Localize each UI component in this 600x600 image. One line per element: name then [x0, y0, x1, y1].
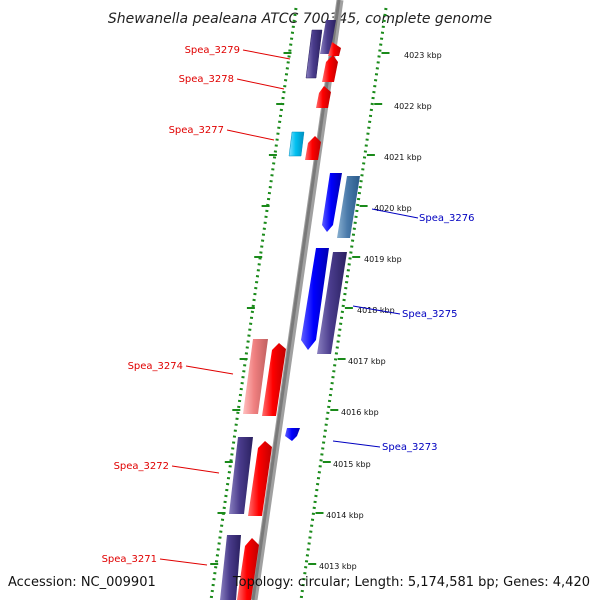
inner-tick-ring — [209, 7, 298, 600]
gene-label-spea-3272[interactable]: Spea_3272 — [114, 461, 169, 472]
gene-label-spea-3275[interactable]: Spea_3275 — [402, 309, 457, 320]
tick-label: 4016 kbp — [341, 408, 379, 417]
accession-text: Accession: NC_009901 — [8, 575, 156, 590]
tick-label: 4018 kbp — [357, 306, 395, 315]
outer-tick-ring — [299, 7, 388, 600]
gene-label-spea-3278[interactable]: Spea_3278 — [179, 74, 234, 85]
leader-line — [371, 208, 419, 219]
cds-arrow[interactable] — [322, 173, 342, 232]
cds-arrow[interactable] — [316, 86, 331, 108]
tick-label: 4019 kbp — [364, 255, 402, 264]
map-title: Shewanella pealeana ATCC 700345, complet… — [108, 11, 492, 27]
gene-feature-bar[interactable] — [220, 535, 241, 600]
tick-label: 4022 kbp — [394, 102, 432, 111]
cds-arrow[interactable] — [301, 248, 329, 350]
tick-marks — [210, 52, 390, 565]
gene-feature-bar[interactable] — [317, 252, 347, 354]
tick-label: 4021 kbp — [384, 153, 422, 162]
leader-line — [171, 465, 220, 474]
gene-feature-bar[interactable] — [243, 339, 268, 414]
genome-summary-text: Topology: circular; Length: 5,174,581 bp… — [232, 575, 590, 590]
gene-label-spea-3276[interactable]: Spea_3276 — [419, 213, 474, 224]
leader-line — [332, 440, 381, 448]
tick-label: 4020 kbp — [374, 204, 412, 213]
leader-line — [352, 305, 401, 315]
leader-line — [236, 78, 285, 90]
gene-label-spea-3277[interactable]: Spea_3277 — [169, 125, 224, 136]
gene-label-spea-3279[interactable]: Spea_3279 — [185, 45, 240, 56]
gene-feature-bar[interactable] — [229, 437, 253, 514]
cds-arrow[interactable] — [328, 42, 341, 56]
cds-arrow[interactable] — [262, 343, 286, 416]
gene-label-spea-3271[interactable]: Spea_3271 — [102, 554, 157, 565]
cds-arrow[interactable] — [248, 441, 272, 516]
tick-label: 4023 kbp — [404, 51, 442, 60]
gene-label-spea-3273[interactable]: Spea_3273 — [382, 442, 437, 453]
leader-line — [242, 49, 291, 60]
leader-line — [226, 129, 275, 141]
cds-arrow[interactable] — [305, 136, 321, 160]
tick-label: 4014 kbp — [326, 511, 364, 520]
tick-label: 4013 kbp — [319, 562, 357, 571]
gene-feature-bar[interactable] — [288, 131, 305, 157]
tick-label: 4015 kbp — [333, 460, 371, 469]
cds-arrow[interactable] — [322, 55, 338, 82]
gene-feature-bar[interactable] — [337, 176, 360, 238]
gene-feature-bar[interactable] — [320, 20, 336, 54]
leader-line — [159, 558, 208, 566]
leader-line — [185, 365, 234, 375]
gene-feature-bar[interactable] — [305, 29, 323, 79]
tick-label: 4017 kbp — [348, 357, 386, 366]
gene-label-spea-3274[interactable]: Spea_3274 — [128, 361, 183, 372]
cds-arrow[interactable] — [237, 538, 259, 600]
cds-arrow[interactable] — [285, 428, 300, 441]
